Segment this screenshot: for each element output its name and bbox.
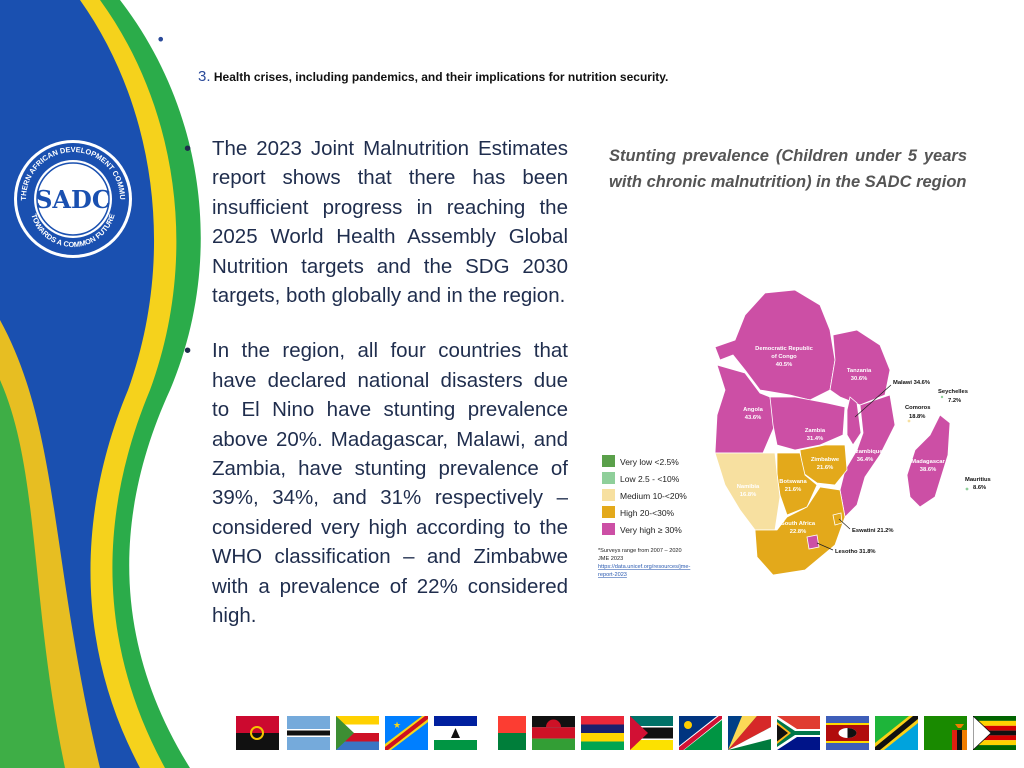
mozambique-flag [630, 716, 673, 750]
madagascar-flag [483, 716, 526, 750]
south-africa-flag [777, 716, 820, 750]
region-drc [714, 289, 836, 401]
bullet-text: The 2023 Joint Malnutrition Estimates re… [212, 137, 568, 308]
bullet-text: In the region, all four countries that h… [212, 339, 568, 628]
region-angola [714, 364, 776, 454]
bullet-item: • The 2023 Joint Malnutrition Estimates … [182, 134, 568, 310]
label-seychelles-value: 7.2% [948, 398, 961, 404]
legend-swatch [602, 472, 615, 484]
label-comoros: Comoros [905, 405, 930, 411]
region-comoros [906, 418, 912, 424]
legend-label: Very low <2.5% [620, 457, 679, 467]
label-mozambique-value: 36.4% [857, 457, 873, 463]
label-malawi: Malawi 34.6% [893, 380, 930, 386]
label-angola-value: 43.6% [745, 415, 761, 421]
stunting-map: Very low <2.5% Low 2.5 - <10% Medium 10-… [598, 289, 991, 578]
label-tanzania-value: 30.6% [851, 376, 867, 382]
label-tanzania: Tanzania [847, 368, 872, 374]
angola-flag [236, 716, 279, 750]
region-mauritius [964, 486, 970, 492]
slide-bullet-dot: • [156, 30, 166, 49]
legend-label: Low 2.5 - <10% [620, 474, 680, 484]
seychelles-flag [728, 716, 771, 750]
drc-flag: ★ [385, 716, 428, 750]
label-seychelles: Seychelles [938, 389, 968, 395]
bullet-list: • The 2023 Joint Malnutrition Estimates … [182, 134, 568, 631]
label-zimbabwe-value: 21.6% [817, 465, 833, 471]
footnote-link[interactable]: report-2023 [598, 572, 627, 578]
region-malawi [846, 396, 862, 446]
region-zambia [769, 396, 846, 451]
legend-swatch [602, 506, 615, 518]
region-seychelles [939, 395, 944, 400]
map-leader-lines [816, 384, 892, 551]
region-eswatini [832, 512, 843, 526]
region-mozambique [839, 394, 896, 518]
map-labels: Democratic Republic of Congo 40.5% Tanza… [737, 346, 991, 555]
label-drc: of Congo [771, 354, 797, 360]
footnote-link[interactable]: https://data.unicef.org/resources/jme- [598, 564, 690, 570]
label-namibia-value: 16.8% [740, 492, 756, 498]
label-south-africa-value: 22.8% [790, 529, 806, 535]
label-drc: Democratic Republic [755, 346, 813, 352]
footnote-surveys: *Surveys range from 2007 – 2020 [598, 548, 682, 554]
region-south-africa [754, 486, 846, 576]
label-eswatini: Eswatini 21.2% [852, 528, 894, 534]
heading-number: 3. [198, 68, 211, 85]
label-botswana: Botswana [779, 479, 807, 485]
bullet-marker: • [184, 339, 192, 363]
label-zimbabwe: Zimbabwe [811, 457, 840, 463]
lesotho-flag [434, 716, 477, 750]
region-tanzania [829, 329, 891, 406]
sadc-logo: SOUTHERN AFRICAN DEVELOPMENT COMMUNITY T… [12, 138, 132, 258]
svg-text:★: ★ [393, 721, 401, 731]
label-mozambique: Mozambique [847, 449, 883, 455]
namibia-flag [679, 716, 722, 750]
bullet-marker: • [184, 137, 192, 160]
legend-swatch [602, 489, 615, 501]
region-madagascar [906, 414, 951, 508]
zimbabwe-flag [973, 716, 1016, 750]
botswana-flag [287, 716, 330, 750]
map-regions [714, 289, 970, 576]
label-drc-value: 40.5% [776, 362, 792, 368]
map-title: Stunting prevalence (Children under 5 ye… [609, 147, 967, 191]
bullet-item: • In the region, all four countries that… [182, 336, 568, 630]
legend-label: Very high ≥ 30% [620, 525, 682, 535]
heading-text: Health crises, including pandemics, and … [213, 70, 669, 84]
legend-swatch [602, 455, 615, 467]
label-botswana-value: 21.6% [785, 487, 801, 493]
label-south-africa: South Africa [781, 521, 816, 527]
footnote-jme: JME 2023 [598, 556, 623, 562]
zambia-flag [924, 716, 967, 750]
legend-swatch [602, 523, 615, 535]
swaziland-flag [826, 716, 869, 750]
slide-heading: 3. Health crises, including pandemics, a… [198, 68, 668, 85]
map-footnote: *Surveys range from 2007 – 2020 JME 2023… [598, 548, 690, 578]
label-mauritius-value: 8.6% [973, 485, 986, 491]
label-comoros-value: 18.8% [909, 414, 925, 420]
label-angola: Angola [743, 407, 763, 413]
member-flags: ★ [236, 716, 1016, 752]
mauritius-flag [581, 716, 624, 750]
svg-text:SADC: SADC [35, 185, 111, 214]
region-lesotho [806, 534, 820, 550]
tanzania-flag [875, 716, 918, 750]
legend-label: Medium 10-<20% [620, 491, 687, 501]
label-lesotho: Lesotho 31.8% [835, 549, 876, 555]
label-madagascar-value: 38.6% [920, 467, 936, 473]
legend: Very low <2.5% Low 2.5 - <10% Medium 10-… [602, 455, 687, 535]
label-zambia: Zambia [805, 428, 826, 434]
label-madagascar: Madagascar [911, 459, 945, 465]
legend-label: High 20-<30% [620, 508, 675, 518]
comoros-flag [336, 716, 379, 750]
malawi-flag [532, 716, 575, 750]
label-namibia: Namibia [737, 484, 760, 490]
label-zambia-value: 31.4% [807, 436, 823, 442]
label-mauritius: Mauritius [965, 477, 991, 483]
